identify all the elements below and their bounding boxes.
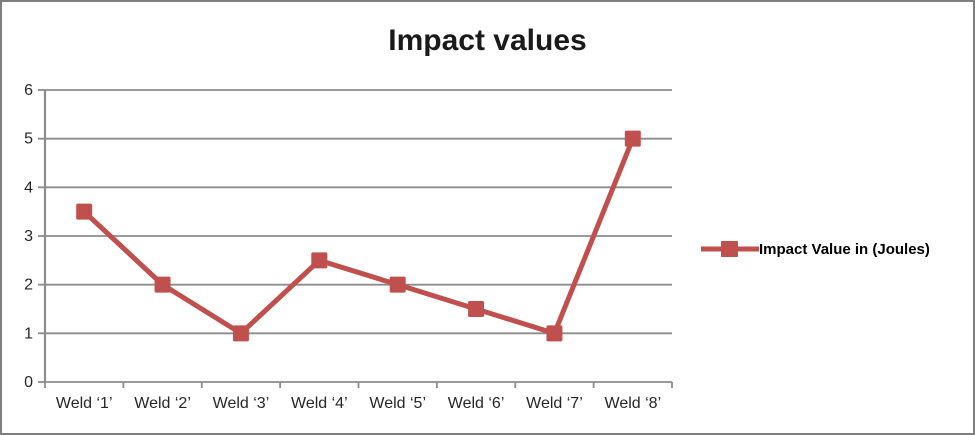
data-point-marker	[624, 130, 641, 147]
y-axis-tick-label: 5	[24, 131, 33, 148]
x-axis-tick-label: Weld ‘3’	[213, 395, 270, 412]
series-line	[81, 136, 636, 336]
legend: Impact Value in (Joules)	[701, 238, 930, 260]
y-axis-tick-label: 4	[24, 179, 33, 196]
y-axis-tick-label: 3	[24, 228, 33, 245]
x-axis-tick-label: Weld ‘6’	[448, 395, 505, 412]
chart-title: Impact values	[388, 24, 587, 57]
x-axis-tick-label: Weld ‘4’	[291, 395, 348, 412]
legend-square-marker-icon	[721, 241, 738, 257]
legend-label: Impact Value in (Joules)	[759, 240, 930, 258]
legend-line-marker-icon	[701, 241, 759, 257]
data-point-marker	[468, 301, 485, 317]
y-axis-tick-label: 6	[24, 82, 33, 99]
x-axis-tick-label: Weld ‘1’	[56, 395, 113, 412]
y-axis-tick-label: 0	[24, 374, 33, 391]
x-axis-tick-label: Weld ‘7’	[526, 395, 583, 412]
data-point-marker	[232, 325, 249, 342]
x-axis-tick-label: Weld ‘5’	[369, 395, 426, 412]
data-point-marker	[154, 276, 171, 293]
y-axis-tick-label: 2	[24, 277, 33, 294]
data-point-marker	[389, 276, 406, 293]
data-point-marker	[311, 252, 328, 269]
y-axis-tick-label: 1	[24, 325, 33, 342]
data-point-marker	[76, 203, 93, 220]
data-point-marker	[546, 325, 563, 342]
x-axis-tick-label: Weld ‘2’	[134, 395, 191, 412]
x-axis-tick-label: Weld ‘8’	[605, 395, 662, 412]
